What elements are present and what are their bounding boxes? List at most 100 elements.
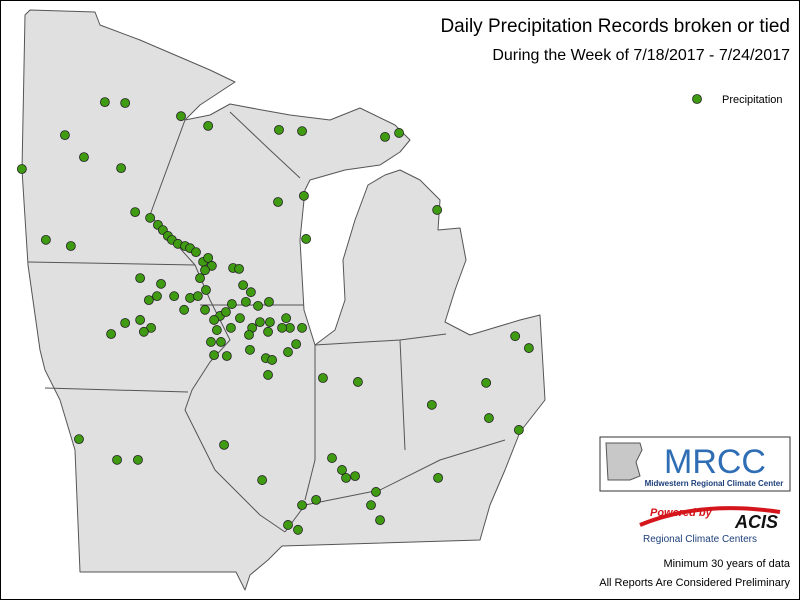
logo-icon [605,442,643,481]
station-marker [120,318,131,328]
station-marker [169,291,180,302]
station-marker [99,97,110,108]
station-marker [255,317,265,328]
station-marker [143,295,154,306]
station-marker [510,331,521,342]
station-marker [513,425,524,435]
station-marker [264,296,274,307]
legend-marker [692,94,702,104]
note: All Reports Are Considered Preliminary [599,577,790,589]
station-marker [337,465,347,475]
station-marker [156,278,166,289]
station-marker [216,337,226,347]
station-marker [245,287,256,298]
station-marker [135,315,146,325]
station-marker [200,265,210,276]
station-marker [206,337,216,347]
station-marker [350,471,360,482]
station-marker [263,370,273,380]
station-marker [380,131,390,142]
station-marker [394,128,404,138]
logo-subtitle: Midwestern Regional Climate Center [645,479,784,488]
station-marker [195,273,205,284]
station-marker [209,350,219,361]
station-marker [200,304,210,315]
station-marker [219,439,229,450]
mrcc-logo: MRCC Midwestern Regional Climate Center [599,436,791,492]
acis-name: ACIS [734,512,778,532]
station-marker [206,260,217,271]
border [314,333,447,346]
station-marker [201,285,211,295]
station-marker [297,322,307,333]
station-marker [192,291,203,302]
border [44,387,189,393]
station-marker [203,252,214,263]
station-marker [120,98,131,108]
station-marker [79,152,89,163]
station-marker [277,322,287,333]
station-marker [301,234,312,244]
station-marker [433,472,443,483]
station-marker [283,520,293,530]
station-marker [226,299,237,309]
station-marker [235,313,245,324]
station-marker [135,273,146,284]
station-marker [238,280,248,291]
station-marker [152,291,162,302]
acis-subtitle: Regional Climate Centers [643,534,757,545]
station-marker [267,355,278,365]
border [229,111,301,179]
swoosh [639,506,781,527]
station-marker [341,472,351,483]
border [149,119,286,533]
powered-by: Powered by [650,507,713,519]
station-marker [481,377,492,388]
station-marker [41,234,51,245]
station-marker [176,111,186,122]
station-marker [432,205,443,215]
station-marker [221,307,231,317]
station-marker [274,124,284,135]
station-marker [138,326,149,337]
station-marker [65,241,76,251]
station-marker [145,212,156,223]
title: Daily Precipitation Records broken or ti… [440,16,790,37]
station-marker [221,351,232,361]
station-marker [523,343,534,353]
station-marker [371,487,381,497]
station-marker [106,329,117,339]
station-marker [375,515,385,526]
station-marker [366,500,376,511]
station-marker [211,325,222,335]
stations [16,97,534,535]
station-marker [191,247,201,258]
station-marker [297,500,307,511]
border [399,339,406,451]
station-marker [263,326,273,337]
station-marker [112,454,122,465]
station-marker [281,313,292,324]
station-marker [253,300,263,311]
station-marker [116,163,126,174]
station-marker [203,120,214,131]
station-marker [60,130,70,141]
station-marker [74,434,84,445]
station-marker [484,413,494,423]
station-marker [299,190,309,201]
land [21,9,546,591]
station-marker [297,126,307,137]
station-marker [291,339,302,350]
station-marker [240,296,251,307]
station-marker [234,263,244,274]
station-marker [244,329,254,340]
station-marker [327,453,337,463]
station-marker [353,377,363,387]
logo-title: MRCC [664,443,766,481]
station-marker [179,304,190,315]
acis-logo: Powered by ACIS Regional Climate Centers [639,506,781,545]
station-marker [318,373,328,383]
subtitle: During the Week of 7/18/2017 - 7/24/2017 [492,47,790,64]
station-marker [273,197,283,207]
